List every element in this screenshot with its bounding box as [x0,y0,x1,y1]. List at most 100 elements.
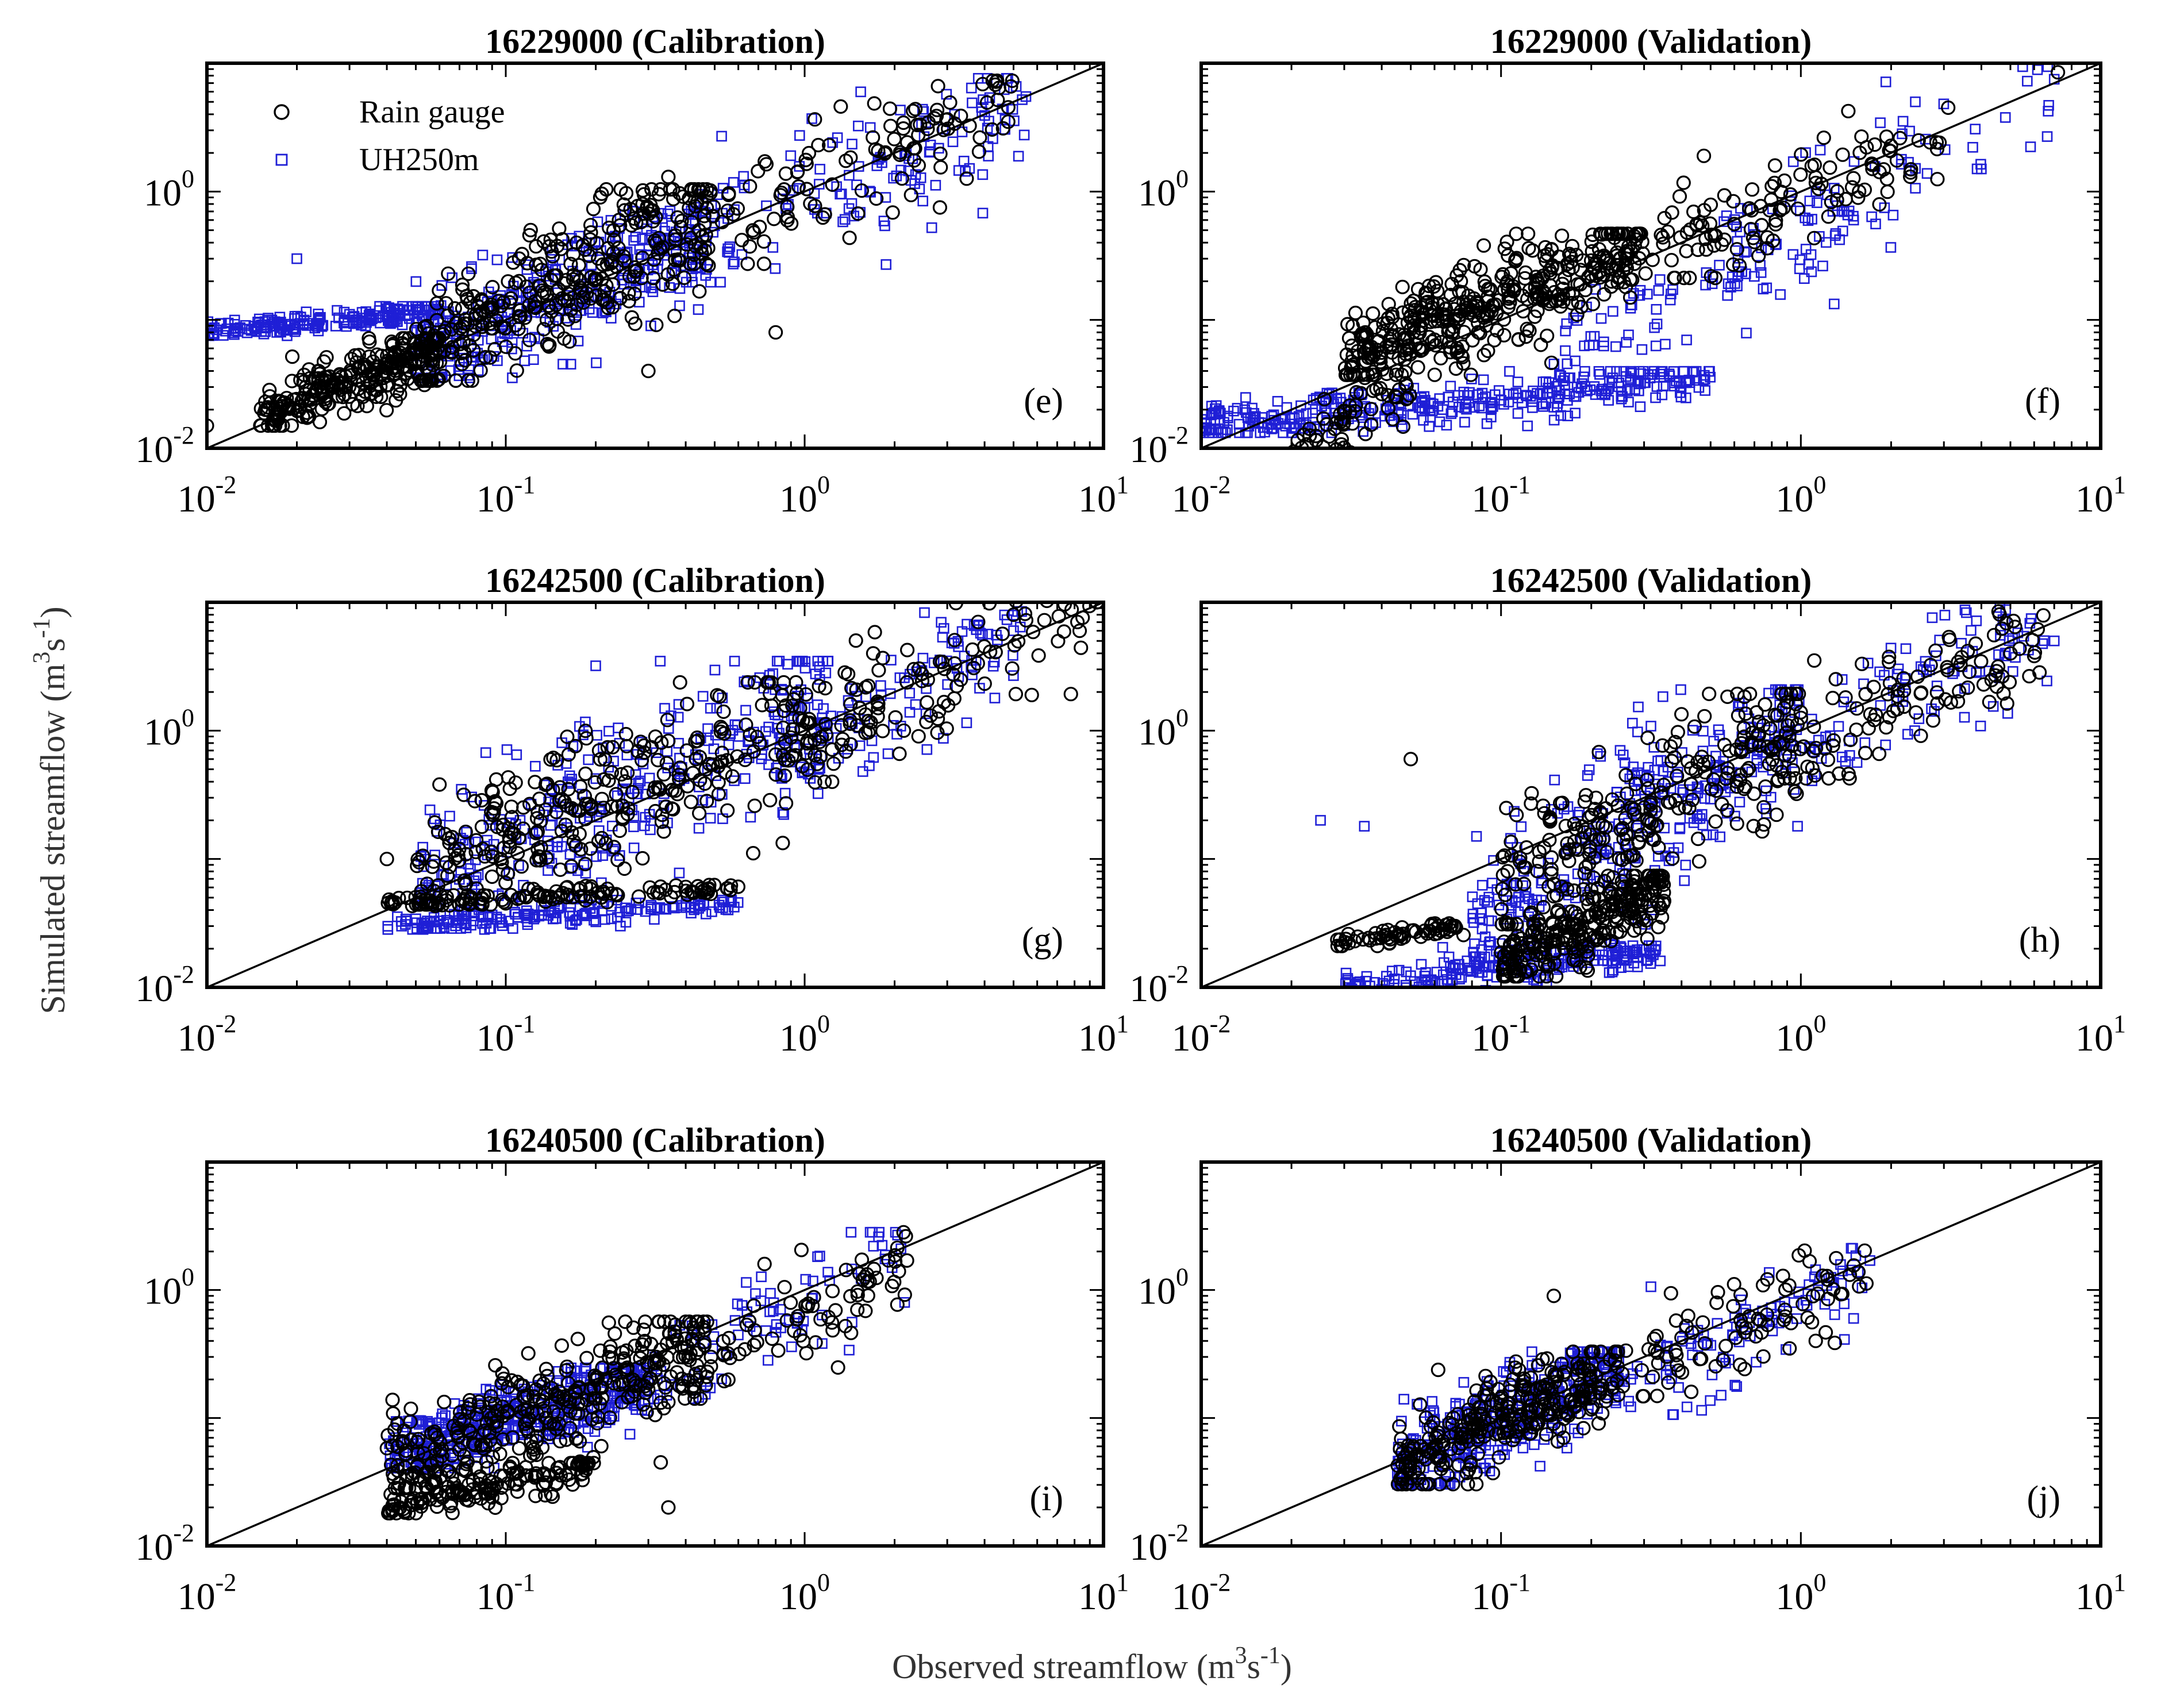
point-rain-gauge [468,844,483,860]
point-rain-gauge [429,296,444,311]
point-uh250m [1510,387,1522,399]
point-uh250m [295,311,306,323]
point-rain-gauge [1586,297,1601,311]
point-rain-gauge [1638,266,1653,281]
point-rain-gauge [1783,187,1798,202]
point-rain-gauge [1664,253,1679,268]
point-rain-gauge [571,257,586,273]
point-rain-gauge [1768,217,1783,232]
point-uh250m [603,761,614,773]
point-uh250m [1629,785,1641,797]
point-uh250m [1839,206,1850,217]
point-rain-gauge [1823,160,1837,175]
point-rain-gauge [763,793,778,807]
point-rain-gauge [667,309,682,324]
point-uh250m [496,917,507,928]
point-rain-gauge [451,848,466,863]
point-rain-gauge [452,336,468,352]
point-rain-gauge [506,826,522,841]
point-rain-gauge [330,375,346,390]
point-rain-gauge [1290,451,1302,464]
point-rain-gauge [1758,697,1772,712]
point-uh250m [1806,214,1817,225]
point-uh250m [701,909,712,920]
point-rain-gauge [743,727,758,743]
point-rain-gauge [445,340,460,355]
point-uh250m [1537,401,1549,412]
point-rain-gauge [1329,442,1344,448]
point-rain-gauge [930,725,945,740]
point-rain-gauge [1664,205,1679,220]
point-uh250m [1655,755,1666,766]
one-to-one-line [1201,63,2101,448]
point-uh250m [1427,405,1438,417]
point-uh250m [1413,402,1425,413]
point-uh250m [977,207,989,219]
point-rain-gauge [409,322,424,337]
point-uh250m [1481,418,1493,429]
point-rain-gauge [425,859,440,874]
point-rain-gauge [614,767,629,782]
point-uh250m [1654,274,1666,285]
point-rain-gauge [474,819,490,834]
point-rain-gauge [740,256,755,271]
point-uh250m [382,315,394,326]
point-uh250m [1493,385,1505,396]
point-rain-gauge [1385,306,1399,321]
point-rain-gauge [467,794,482,809]
point-uh250m [447,272,458,283]
point-uh250m [1739,247,1750,258]
point-uh250m [1574,806,1585,818]
point-rain-gauge [818,680,833,696]
point-uh250m [1658,691,1668,702]
point-uh250m [1713,724,1724,736]
point-rain-gauge [1485,298,1500,313]
point-rain-gauge [617,861,632,876]
point-uh250m [1675,387,1686,398]
point-rain-gauge [671,767,686,782]
point-rain-gauge [932,200,948,215]
point-uh250m [1660,338,1671,350]
point-uh250m [904,707,916,718]
point-uh250m [1469,938,1480,949]
point-rain-gauge [461,266,476,281]
point-uh250m [1536,878,1547,888]
point-rain-gauge [566,890,580,905]
point-rain-gauge [1726,257,1741,272]
panel-title: 16242500 (Validation) [1490,561,1812,599]
point-uh250m [1401,982,1412,987]
point-rain-gauge [552,221,567,236]
point-rain-gauge [742,239,758,254]
point-rain-gauge [817,774,832,789]
point-uh250m [1633,366,1645,377]
point-rain-gauge [1438,301,1453,316]
point-rain-gauge [1361,350,1376,366]
point-uh250m [728,177,739,188]
point-uh250m [1541,979,1552,987]
point-rain-gauge [1690,243,1705,257]
point-rain-gauge [1790,201,1805,216]
point-uh250m [590,660,601,671]
point-uh250m [1445,961,1456,972]
point-rain-gauge [1768,213,1783,228]
point-uh250m [1222,424,1233,436]
point-uh250m [837,216,848,228]
point-rain-gauge [1293,449,1305,462]
point-rain-gauge [1601,226,1616,241]
point-uh250m [1607,949,1618,961]
point-uh250m [578,729,589,740]
point-uh250m [978,94,989,105]
point-rain-gauge [1382,332,1398,347]
point-uh250m [628,821,639,832]
point-uh250m [1636,344,1648,355]
point-uh250m [697,691,709,702]
point-rain-gauge [1565,260,1580,275]
point-rain-gauge [262,382,277,398]
point-rain-gauge [1903,169,1918,184]
point-rain-gauge [776,182,791,197]
point-rain-gauge [1509,226,1524,241]
point-rain-gauge [905,103,921,118]
point-rain-gauge [611,241,626,256]
point-uh250m [1018,129,1030,141]
point-rain-gauge [1037,613,1052,628]
